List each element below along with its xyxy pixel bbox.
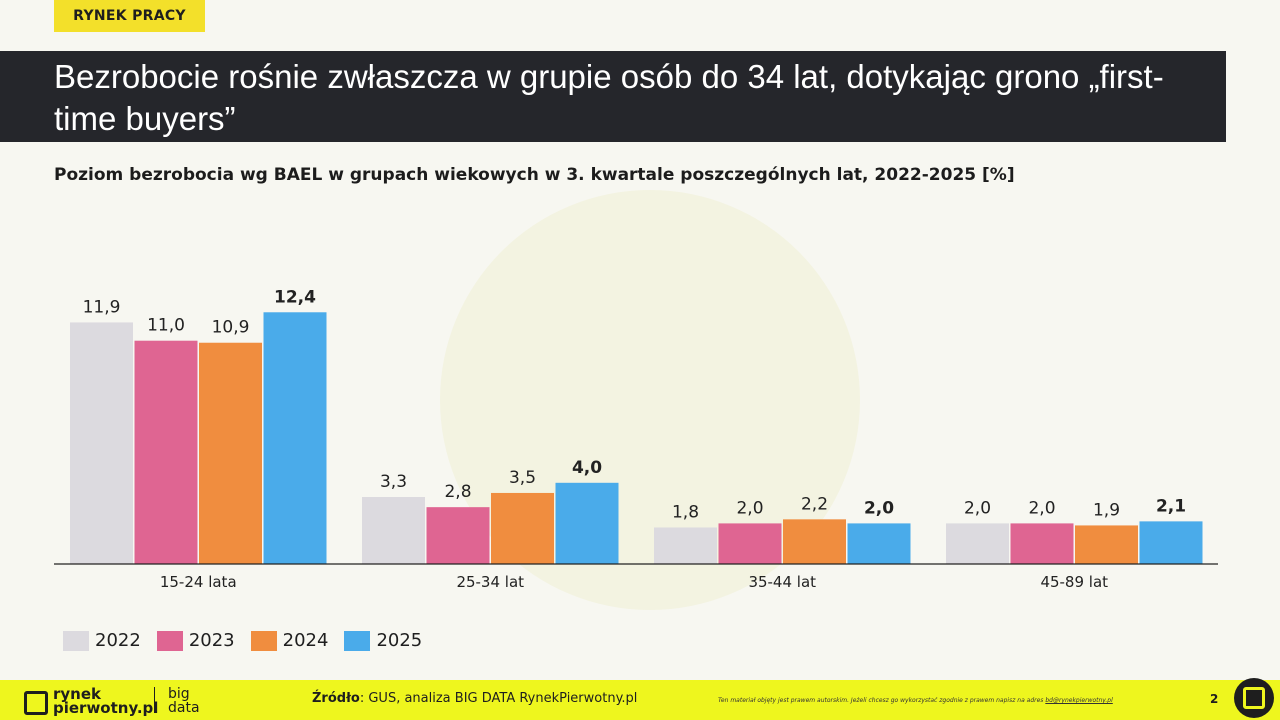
legend-swatch <box>156 630 183 651</box>
bar-2025-2 <box>847 523 911 564</box>
brand-badge-icon <box>1234 678 1274 718</box>
source-note: Źródło: GUS, analiza BIG DATA RynekPierw… <box>312 691 637 706</box>
disclaimer-text: Ten materiał objęty jest prawem autorski… <box>718 697 1046 704</box>
chart-legend: 2022 2023 2024 2025 <box>63 630 438 651</box>
bar-2024-2 <box>783 519 846 564</box>
data-label: 1,9 <box>1093 500 1120 520</box>
category-label: 45-89 lat <box>1040 573 1108 591</box>
data-label: 2,1 <box>1156 496 1186 516</box>
legend-item-2022: 2022 <box>63 630 141 651</box>
data-label: 2,0 <box>736 498 763 518</box>
data-label: 11,9 <box>83 297 121 317</box>
legend-item-2023: 2023 <box>156 630 235 651</box>
disclaimer-email-link[interactable]: bd@rynekpierwotny.pl <box>1045 697 1113 704</box>
data-label: 4,0 <box>572 458 602 478</box>
bigdata-logo: big data <box>168 687 200 715</box>
bar-2023-1 <box>426 507 490 564</box>
brand-square-icon <box>1243 687 1265 709</box>
legend-swatch <box>250 630 277 651</box>
rynekpierwotny-logo-icon <box>24 691 48 715</box>
section-tag: RYNEK PRACY <box>54 0 205 32</box>
bigdata-line-1: big <box>168 686 190 702</box>
title-bar <box>0 51 1226 142</box>
legend-label: 2023 <box>188 630 235 651</box>
legend-label: 2024 <box>282 630 329 651</box>
logo-divider <box>154 687 155 713</box>
data-label: 2,0 <box>1028 498 1055 518</box>
bar-chart: 11,9 11,0 10,9 12,4 15-24 lata 3,3 2,8 3,5 4,0 25… <box>54 287 1218 591</box>
logo-line-1: rynek <box>53 685 102 703</box>
bar-2022-0 <box>70 322 133 564</box>
data-label: 2,0 <box>864 498 894 518</box>
data-label: 3,3 <box>380 472 407 492</box>
page-number: 2 <box>1210 692 1219 706</box>
chart-title: Poziom bezrobocia wg BAEL w grupach wiek… <box>54 165 1015 185</box>
data-label: 12,4 <box>274 287 316 307</box>
bar-2025-3 <box>1139 521 1203 564</box>
legend-swatch <box>344 630 371 651</box>
data-label: 11,0 <box>147 316 185 336</box>
category-label: 35-44 lat <box>748 573 816 591</box>
bigdata-line-2: data <box>168 700 200 716</box>
bar-2025-1 <box>555 482 619 564</box>
data-label: 3,5 <box>509 468 536 488</box>
legend-label: 2022 <box>95 630 141 651</box>
bar-2022-3 <box>946 523 1009 564</box>
legend-item-2025: 2025 <box>344 630 422 651</box>
bar-2023-2 <box>718 523 782 564</box>
page-title: Bezrobocie rośnie zwłaszcza w grupie osó… <box>54 58 1164 137</box>
bar-2023-0 <box>134 340 198 564</box>
bar-2022-1 <box>362 497 425 564</box>
bar-2024-0 <box>199 342 262 564</box>
category-label: 15-24 lata <box>160 573 237 591</box>
copyright-disclaimer: Ten materiał objęty jest prawem autorski… <box>718 697 1113 704</box>
source-label: Źródło <box>312 691 360 706</box>
bar-2024-3 <box>1075 525 1138 564</box>
bar-2024-1 <box>491 492 554 564</box>
logo-line-2: pierwotny.pl <box>53 699 159 717</box>
legend-item-2024: 2024 <box>250 630 329 651</box>
category-label: 25-34 lat <box>456 573 524 591</box>
source-text: : GUS, analiza BIG DATA RynekPierwotny.p… <box>359 691 638 706</box>
rynekpierwotny-logo[interactable]: rynek pierwotny.pl <box>53 685 159 717</box>
data-label: 2,0 <box>964 498 991 518</box>
data-label: 1,8 <box>672 502 699 522</box>
bar-2023-3 <box>1010 523 1074 564</box>
footer-bar <box>0 680 1280 720</box>
bar-2025-0 <box>263 312 327 564</box>
legend-swatch <box>63 630 89 651</box>
data-label: 10,9 <box>212 318 250 338</box>
data-label: 2,8 <box>444 482 471 502</box>
bar-2022-2 <box>654 527 717 564</box>
data-label: 2,2 <box>801 494 828 514</box>
legend-label: 2025 <box>376 630 423 651</box>
